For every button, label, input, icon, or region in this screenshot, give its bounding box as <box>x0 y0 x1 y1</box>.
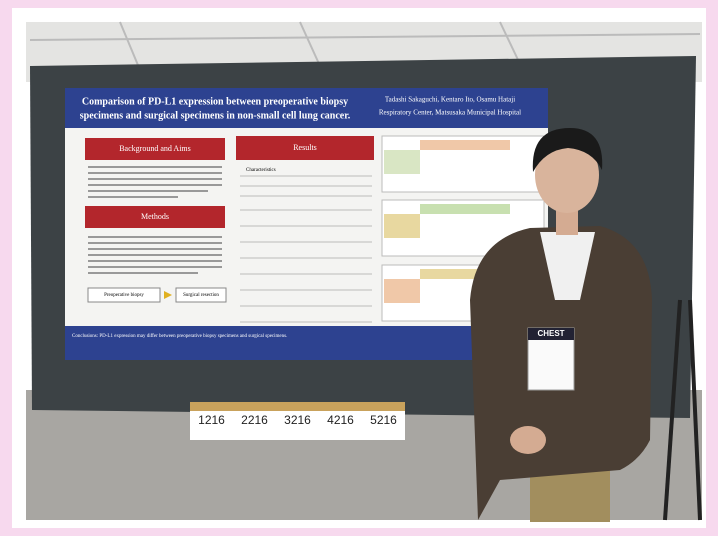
poster-affiliation: Respiratory Center, Matsusaka Municipal … <box>379 109 521 117</box>
poster-authors: Tadashi Sakaguchi, Kentaro Ito, Osamu Ha… <box>385 96 515 104</box>
section-header <box>85 206 225 228</box>
signs: 1216 2216 3216 4216 5216 <box>198 413 397 427</box>
booth-number: 5216 <box>370 413 397 427</box>
poster-header <box>65 88 548 128</box>
conclusion-band <box>65 326 548 360</box>
section-title: Methods <box>141 212 169 221</box>
section-header <box>236 136 374 160</box>
booth-number: 1216 <box>198 413 225 427</box>
section-title: Results <box>293 143 317 152</box>
section-title: Background and Aims <box>119 144 191 153</box>
flow-label: Surgical resection <box>183 293 219 298</box>
badge-text: CHEST <box>537 329 564 338</box>
booth-number: 3216 <box>284 413 311 427</box>
poster-title: Comparison of PD-L1 expression between p… <box>82 96 348 107</box>
booth-number: 4216 <box>327 413 354 427</box>
ceiling-beams <box>29 21 701 71</box>
conclusion: Conclusions: PD-L1 expression may differ… <box>72 334 287 339</box>
table-heading: Characteristics <box>246 168 276 173</box>
flow-label: Preoperative biopsy <box>104 293 144 298</box>
results-table <box>240 175 372 323</box>
text-lines <box>88 166 222 274</box>
section-header <box>85 138 225 160</box>
flow-box <box>87 287 161 303</box>
sign-header <box>190 402 405 411</box>
easel <box>663 299 702 521</box>
flow-box <box>175 287 227 303</box>
person: CHEST <box>470 128 652 522</box>
booth-number: 2216 <box>241 413 268 427</box>
flow-arrow <box>164 291 172 299</box>
poster-title: specimens and surgical specimens in non-… <box>80 110 351 121</box>
